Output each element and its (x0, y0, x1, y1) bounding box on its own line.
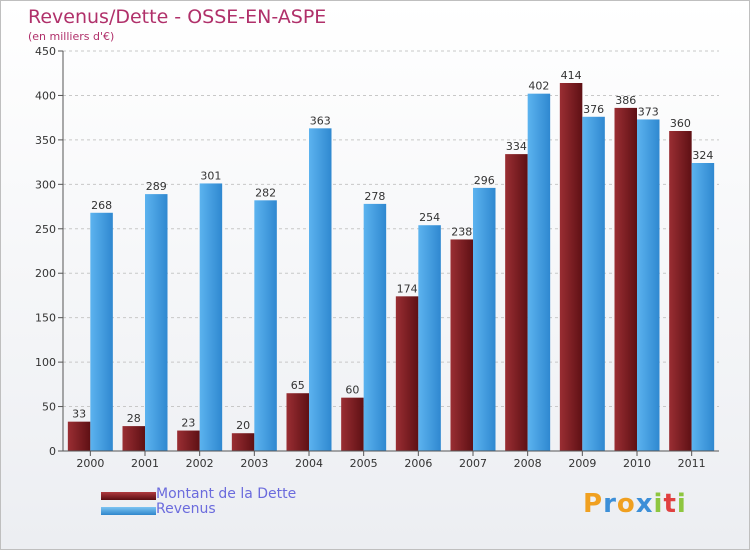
x-tick-label: 2008 (514, 457, 542, 470)
bar-revenus (527, 93, 551, 452)
bar-dette (395, 296, 419, 451)
x-tick-label: 2009 (568, 457, 596, 470)
proxiti-logo: Proxiti (583, 489, 687, 519)
data-label: 174 (397, 282, 418, 295)
data-label: 60 (345, 384, 359, 397)
y-tick-label: 100 (35, 356, 56, 369)
y-tick-label: 350 (35, 134, 56, 147)
bar-dette (177, 430, 200, 451)
logo-letter: P (583, 489, 604, 519)
x-tick-label: 2005 (350, 457, 378, 470)
chart-title: Revenus/Dette - OSSE-EN-ASPE (28, 6, 327, 28)
data-label: 28 (127, 412, 141, 425)
data-label: 296 (474, 174, 495, 187)
x-tick-label: 2003 (240, 457, 268, 470)
data-label: 278 (364, 190, 385, 203)
data-label: 33 (72, 408, 86, 421)
bar-revenus (145, 194, 168, 451)
y-tick-label: 50 (42, 401, 56, 414)
legend-label-dette: Montant de la Dette (156, 486, 297, 502)
y-tick-label: 0 (49, 445, 56, 458)
y-tick-label: 400 (35, 89, 56, 102)
y-tick-label: 450 (35, 45, 56, 58)
data-label: 360 (670, 117, 691, 130)
bar-revenus (363, 203, 387, 451)
x-tick-label: 2011 (678, 457, 706, 470)
x-tick-label: 2010 (623, 457, 651, 470)
legend-swatch-revenus (101, 507, 156, 515)
y-tick-label: 300 (35, 178, 56, 191)
y-tick-label: 150 (35, 312, 56, 325)
bar-revenus (691, 163, 715, 451)
logo-letter: r (603, 489, 617, 519)
bar-revenus (637, 119, 660, 451)
data-label: 23 (181, 417, 195, 430)
data-label: 373 (638, 105, 659, 118)
logo-letter: o (616, 489, 636, 519)
data-label: 238 (451, 225, 472, 238)
bar-revenus (309, 128, 332, 451)
bar-revenus (582, 116, 605, 452)
bar-revenus (473, 187, 496, 451)
bar-revenus (199, 183, 223, 451)
data-label: 301 (200, 169, 221, 182)
x-tick-label: 2001 (131, 457, 159, 470)
x-tick-label: 2000 (76, 457, 104, 470)
bar-revenus (254, 200, 277, 451)
bar-dette (505, 154, 528, 451)
bar-dette (67, 421, 91, 451)
data-label: 363 (310, 114, 331, 127)
bar-revenus (418, 225, 441, 451)
data-label: 334 (506, 140, 527, 153)
x-tick-label: 2006 (404, 457, 432, 470)
data-label: 376 (583, 103, 604, 116)
data-label: 402 (528, 80, 549, 93)
bar-dette (231, 433, 255, 451)
bar-dette (286, 393, 309, 451)
x-tick-label: 2007 (459, 457, 487, 470)
x-tick-label: 2002 (186, 457, 214, 470)
bar-dette (669, 131, 692, 451)
legend-label-revenus: Revenus (156, 501, 216, 517)
bar-dette (122, 426, 145, 451)
data-label: 65 (291, 379, 305, 392)
data-label: 324 (692, 149, 713, 162)
data-label: 414 (561, 69, 582, 82)
data-label: 20 (236, 419, 250, 432)
data-label: 254 (419, 211, 440, 224)
chart-subtitle: (en milliers d'€) (28, 30, 115, 43)
data-label: 386 (615, 94, 636, 107)
y-tick-label: 250 (35, 223, 56, 236)
x-tick-label: 2004 (295, 457, 323, 470)
bar-dette (341, 397, 364, 451)
bar-dette (559, 83, 583, 451)
data-label: 282 (255, 186, 276, 199)
bar-dette (450, 239, 473, 451)
data-label: 268 (91, 199, 112, 212)
y-tick-label: 200 (35, 267, 56, 280)
legend-swatch-dette (101, 492, 156, 500)
bar-revenus (90, 212, 113, 451)
data-label: 289 (146, 180, 167, 193)
logo-letter: i (676, 489, 687, 519)
logo-letter: x (635, 489, 654, 519)
logo-letter: i (653, 489, 664, 519)
logo-letter: t (663, 489, 677, 519)
bar-dette (614, 107, 637, 451)
